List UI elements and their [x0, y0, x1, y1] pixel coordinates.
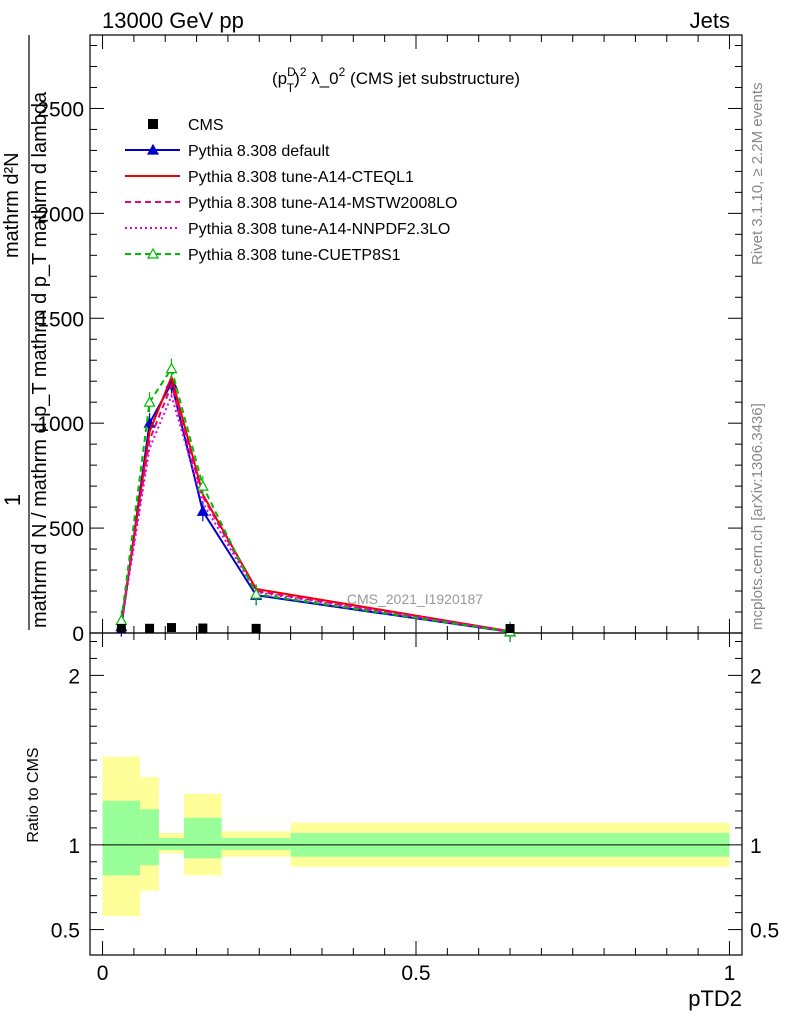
ratio-y-tick-label-right: 0.5: [750, 920, 779, 943]
series-line-4: [120, 366, 511, 633]
y-label-d2n: mathrm d²N: [1, 152, 23, 258]
ratio-y-tick-label-right: 2: [750, 665, 762, 688]
legend-marker-cms: [148, 119, 158, 129]
main-y-tick-label: 1500: [37, 308, 84, 331]
series-marker-4: [143, 395, 156, 407]
series-marker-4: [250, 587, 263, 599]
x-tick-label: 0.5: [401, 962, 430, 985]
plot-title: (pD T)2 λ_02 (CMS jet substructure): [272, 65, 520, 95]
data-point: [198, 623, 208, 633]
ratio-y-tick-label: 2: [68, 665, 80, 688]
main-series: [115, 358, 517, 642]
ratio-y-tick-label: 1: [68, 835, 80, 858]
main-axes: 0 500 1000 1500 2000 2500: [37, 35, 742, 646]
legend-label: Pythia 8.308 tune-A14-MSTW2008LO: [188, 195, 457, 212]
ratio-stat-band-4: [221, 838, 291, 850]
mcplots-label: mcplots.cern.ch [arXiv:1306.3436]: [749, 403, 766, 630]
series-marker-4: [196, 479, 209, 491]
ratio-y-label: Ratio to CMS: [25, 747, 42, 842]
watermark: CMS_2021_I1920187: [347, 591, 483, 607]
header-right: Jets: [690, 8, 730, 33]
series-line-3: [120, 392, 511, 633]
header-left: 13000 GeV pp: [102, 8, 244, 33]
ratio-stat-band-2: [158, 838, 185, 850]
legend-marker: [146, 247, 160, 259]
y-label-numerator: 1: [0, 494, 25, 506]
ratio-axes: 0 0.5 1 0.5 0.5 1 1 2 2: [51, 633, 779, 985]
main-y-tick-label: 500: [49, 518, 84, 541]
legend-marker: [146, 143, 160, 155]
x-tick-label: 1: [724, 962, 736, 985]
legend-label: Pythia 8.308 default: [188, 143, 330, 160]
main-y-tick-label: 2000: [37, 203, 84, 226]
rivet-label: Rivet 3.1.10, ≥ 2.2M events: [749, 83, 766, 266]
series-marker-4: [165, 362, 178, 374]
legend: CMS Pythia 8.308 default Pythia 8.308 tune…: [125, 117, 457, 264]
x-axis-label: pTD2: [688, 986, 742, 1011]
data-point: [116, 623, 126, 633]
ratio-y-tick-label: 0.5: [51, 920, 80, 943]
series-marker-4: [115, 614, 128, 626]
series-line-1: [120, 373, 511, 633]
y-label-denominator: mathrm d N / mathrm d p_T mathrm d p_T m…: [29, 91, 51, 628]
main-y-tick-label: 2500: [37, 98, 84, 121]
x-tick-label: 0: [97, 962, 109, 985]
legend-label: Pythia 8.308 tune-CUETP8S1: [188, 247, 401, 264]
data-point: [505, 624, 515, 633]
series-marker-0: [196, 505, 209, 516]
ratio-stat-band-0: [102, 800, 141, 876]
data-point: [251, 623, 261, 633]
series-line-2: [120, 382, 511, 633]
legend-label: Pythia 8.308 tune-A14-CTEQL1: [188, 169, 414, 186]
main-y-tick-label: 1000: [37, 413, 84, 436]
ratio-y-tick-label-right: 1: [750, 835, 762, 858]
legend-label: Pythia 8.308 tune-A14-NNPDF2.3LO: [188, 221, 450, 238]
ratio-stat-band-1: [140, 809, 159, 866]
ratio-stat-band-3: [184, 817, 222, 859]
ratio-error-bands: [102, 756, 730, 917]
legend-label: CMS: [188, 117, 224, 134]
main-y-tick-label: 0: [72, 623, 84, 646]
data-point: [145, 623, 155, 633]
data-point: [167, 623, 176, 633]
